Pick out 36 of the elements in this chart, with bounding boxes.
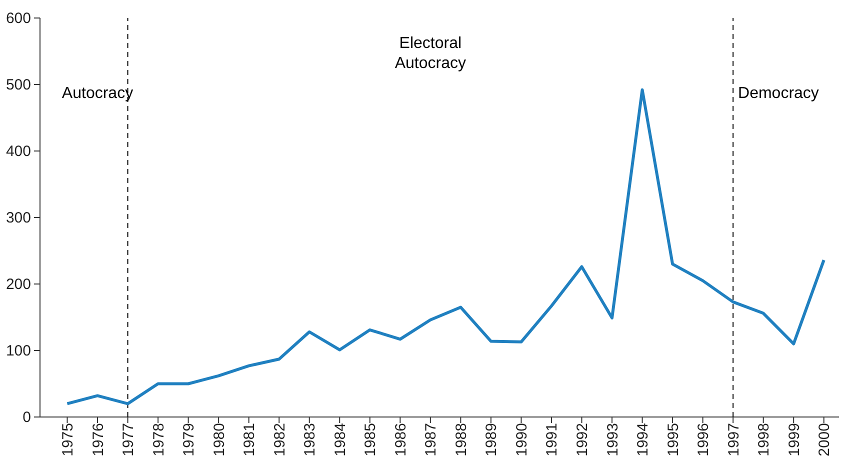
x-tick-label: 1979: [180, 423, 198, 456]
y-tick-label: 500: [6, 76, 31, 94]
x-tick-label: 1981: [241, 423, 258, 456]
x-tick-label: 1992: [574, 423, 591, 456]
x-tick-label: 1989: [483, 423, 500, 456]
x-tick-label: 1982: [271, 423, 288, 456]
x-tick-label: 1977: [120, 423, 138, 456]
y-tick-label: 600: [6, 10, 31, 27]
x-tick-label: 1995: [664, 423, 682, 456]
x-tick-label: 1980: [210, 423, 228, 456]
y-tick-label: 200: [6, 276, 31, 293]
x-tick-label: 2000: [816, 423, 834, 456]
x-tick-label: 1998: [756, 423, 773, 456]
annotation: Electoral Autocracy: [394, 34, 466, 72]
x-tick-label: 1996: [695, 423, 712, 456]
x-tick-label: 1994: [634, 423, 652, 456]
y-tick-label: 0: [22, 408, 31, 426]
x-tick-label: 1978: [150, 423, 168, 456]
y-tick-label: 400: [6, 142, 31, 160]
x-tick-label: 1997: [725, 423, 742, 456]
x-tick-label: 1990: [513, 423, 530, 456]
x-tick-label: 1999: [786, 423, 803, 456]
x-tick-label: 1988: [452, 423, 470, 456]
x-tick-label: 1976: [90, 423, 107, 456]
x-tick-label: 1975: [59, 423, 76, 456]
x-tick-label: 1993: [604, 423, 622, 456]
y-tick-label: 300: [6, 209, 31, 226]
x-tick-label: 1986: [392, 423, 410, 456]
x-tick-label: 1991: [544, 423, 561, 456]
x-tick-label: 1983: [302, 423, 319, 456]
annotation: Democracy: [738, 84, 819, 102]
y-tick-label: 100: [6, 342, 31, 360]
annotation: Autocracy: [62, 84, 134, 102]
x-tick-label: 1985: [362, 423, 380, 456]
x-tick-label: 1984: [332, 423, 349, 456]
x-tick-label: 1987: [422, 423, 440, 456]
